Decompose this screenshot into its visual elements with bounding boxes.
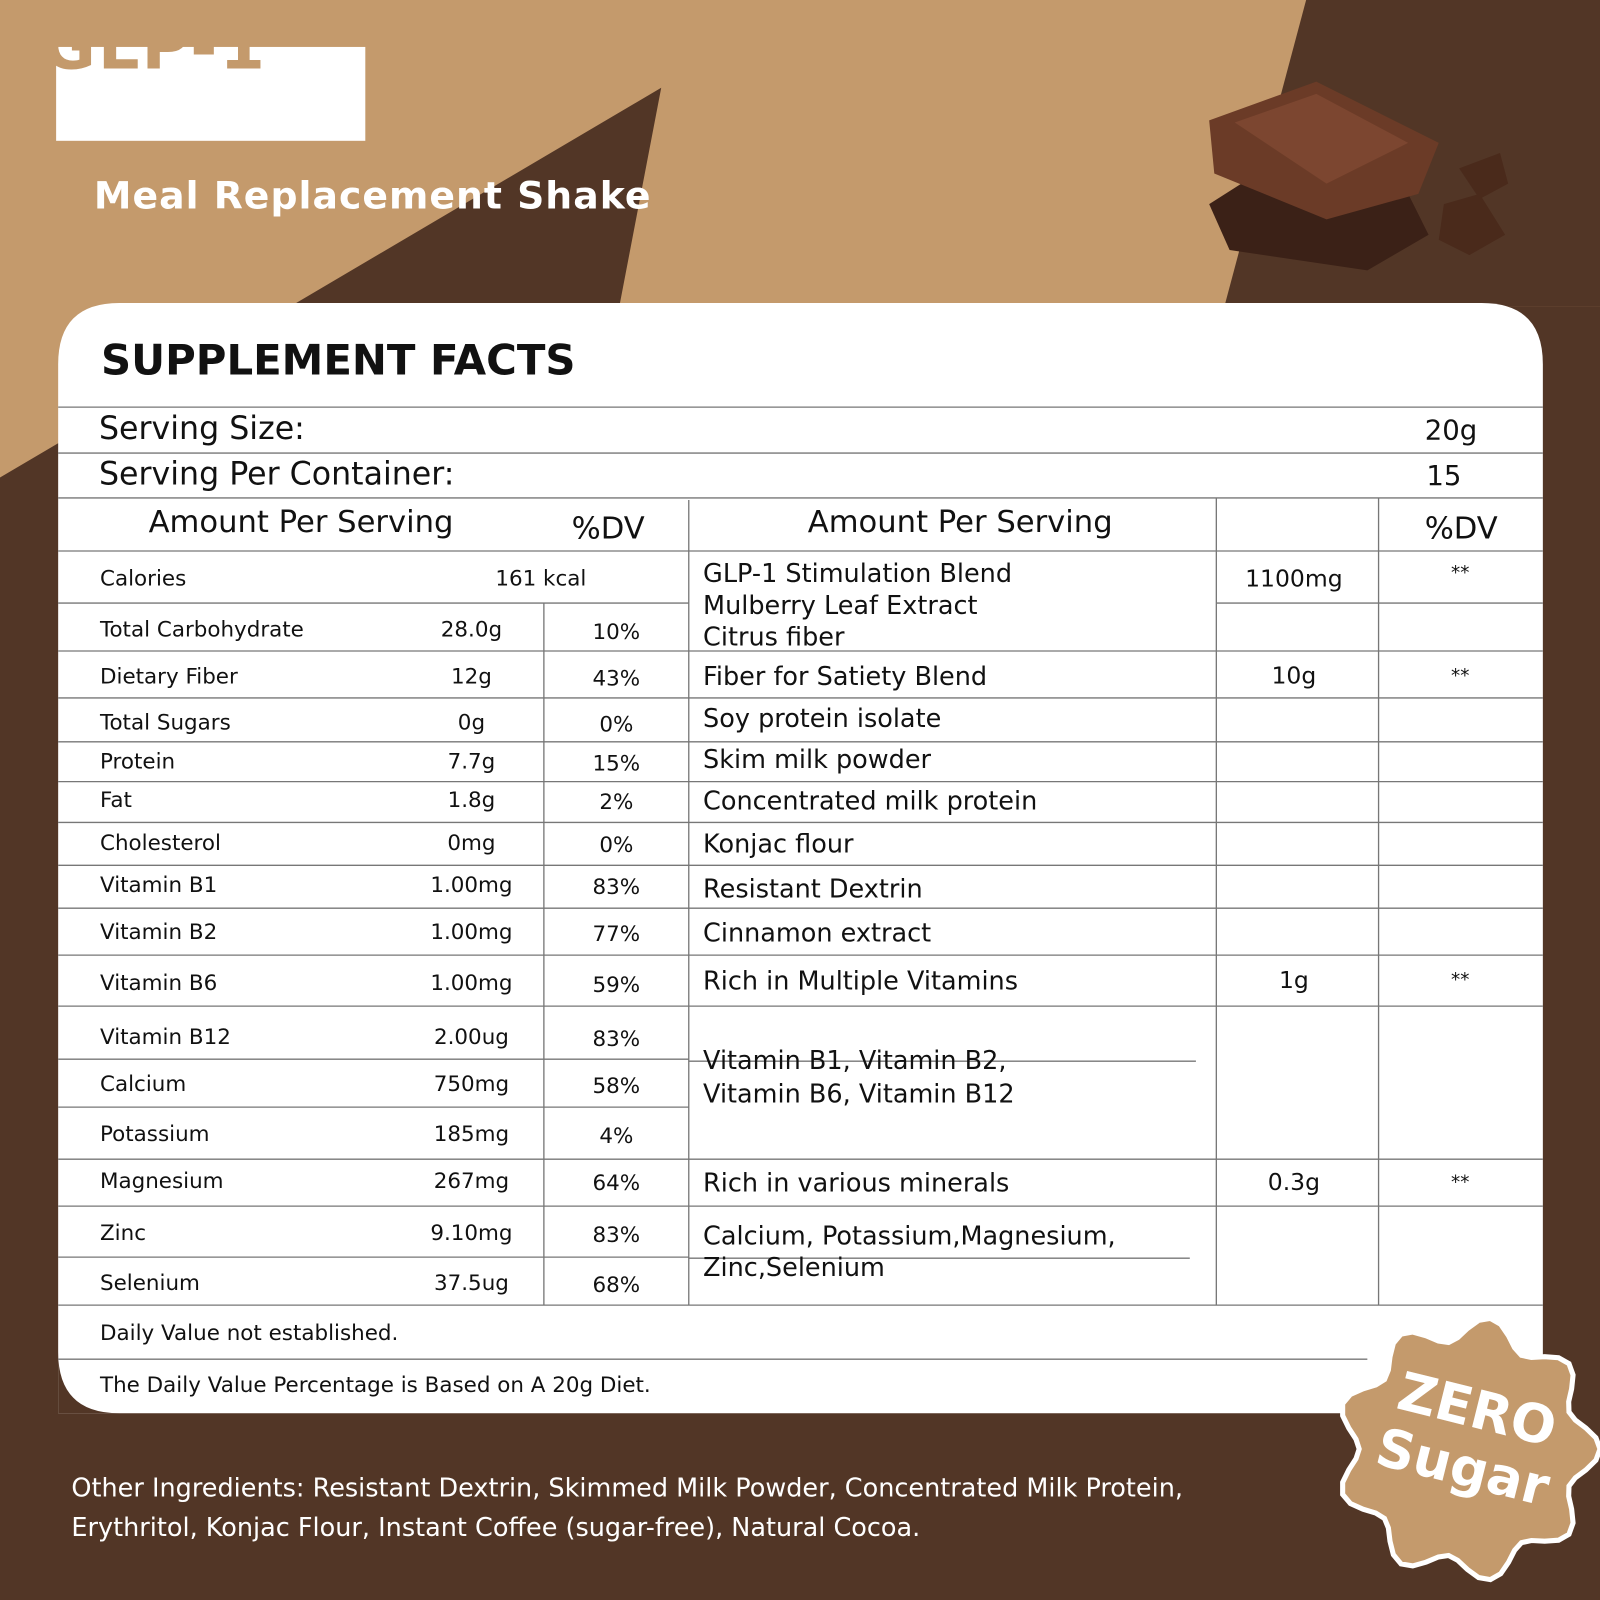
ingredient-dv: ** — [1451, 665, 1470, 688]
nutrient-dv: 83% — [592, 1222, 641, 1247]
column-header: %DV — [1424, 510, 1498, 547]
nutrient-dv: 10% — [592, 619, 641, 644]
nutrient-amount: 185mg — [433, 1121, 510, 1146]
nutrient-dv: 68% — [592, 1272, 641, 1297]
ingredient: GLP-1 Stimulation Blend — [703, 558, 1013, 589]
serving-label: Serving Per Container: — [98, 456, 455, 493]
nutrient-dv: 59% — [592, 972, 641, 997]
ingredient-amount: 0.3g — [1267, 1169, 1320, 1196]
ingredient: Cinnamon extract — [703, 917, 932, 948]
title-box — [56, 46, 366, 141]
chocolate-piece — [1438, 193, 1506, 256]
nutrient-dv: 4% — [599, 1123, 634, 1148]
nutrient-name: Cholesterol — [99, 830, 221, 856]
card-corner — [58, 1352, 120, 1414]
nutrient-amount: 7.7g — [447, 748, 496, 774]
nutrient-dv: 77% — [592, 921, 641, 946]
nutrient-name: Protein — [99, 748, 176, 774]
subtitle: Meal Replacement Shake — [93, 173, 652, 218]
nutrient-name: Calcium — [99, 1071, 187, 1096]
ingredient: Mulberry Leaf Extract — [703, 590, 978, 620]
nutrient-name: Total Sugars — [99, 710, 231, 735]
nutrient-name: Zinc — [99, 1220, 146, 1245]
chocolate — [1209, 81, 1509, 271]
other-ingredients: Other Ingredients: Resistant Dextrin, Sk… — [71, 1472, 1183, 1503]
ingredient: Vitamin B6, Vitamin B12 — [703, 1079, 1015, 1109]
nutrient-dv: 83% — [592, 874, 641, 899]
nutrient-amount: 750mg — [433, 1071, 510, 1096]
nutrient-amount: 161 kcal — [495, 566, 587, 591]
column-header: Amount Per Serving — [148, 504, 454, 541]
nutrient-amount: 1.00mg — [430, 872, 513, 897]
ingredient: Skim milk powder — [703, 744, 932, 774]
chocolate-piece — [1459, 153, 1509, 199]
nutrient-dv: 0% — [599, 712, 634, 737]
serving-label: Serving Size: — [98, 410, 305, 447]
ingredient: Calcium, Potassium,Magnesium, — [703, 1220, 1116, 1251]
ingredient: Rich in various minerals — [703, 1167, 1010, 1198]
ingredient: Citrus fiber — [703, 621, 845, 652]
nutrient-dv: 43% — [592, 666, 641, 691]
nutrient-name: Calories — [99, 566, 187, 591]
nutrient-dv: 0% — [599, 832, 634, 858]
nutrient-name: Vitamin B1 — [99, 872, 218, 897]
ingredient-amount: 1100mg — [1245, 566, 1343, 593]
nutrient-dv: 15% — [592, 751, 641, 776]
nutrient-amount: 1.00mg — [430, 970, 513, 995]
ingredient: Resistant Dextrin — [703, 873, 923, 904]
nutrient-name: Potassium — [99, 1121, 210, 1146]
nutrient-dv: 58% — [592, 1073, 641, 1098]
nutrient-amount: 28.0g — [440, 617, 503, 642]
ingredient-dv: ** — [1451, 969, 1470, 992]
ingredient: Vitamin B1, Vitamin B2, — [703, 1045, 1007, 1075]
nutrient-dv: 2% — [599, 789, 634, 815]
nutrient-amount: 2.00ug — [433, 1024, 509, 1049]
nutrient-name: Dietary Fiber — [99, 664, 238, 689]
table-grid — [58, 406, 1543, 1360]
nutrient-amount: 0g — [457, 710, 486, 735]
title: GLP-1 — [42, 9, 267, 85]
serving-value: 20g — [1424, 414, 1478, 447]
ingredient: Zinc,Selenium — [703, 1252, 885, 1283]
ingredient: Rich in Multiple Vitamins — [703, 965, 1019, 996]
facts-card — [58, 303, 1543, 1414]
nutrient-name: Fat — [99, 787, 132, 813]
nutrient-name: Vitamin B6 — [99, 970, 218, 995]
ingredient-dv: ** — [1451, 562, 1470, 585]
nutrient-dv: 64% — [592, 1170, 641, 1195]
nutrient-amount: 1.00mg — [430, 919, 513, 944]
ingredient: Soy protein isolate — [703, 703, 942, 734]
facts-title: SUPPLEMENT FACTS — [101, 335, 576, 385]
note: The Daily Value Percentage is Based on A… — [99, 1372, 651, 1397]
badge-shape — [1340, 1315, 1600, 1583]
nutrient-name: Magnesium — [99, 1168, 224, 1193]
nutrient-amount: 12g — [450, 664, 492, 689]
nutrient-amount: 37.5ug — [433, 1270, 509, 1295]
nutrient-dv: 83% — [592, 1026, 641, 1052]
other-ingredients: Erythritol, Konjac Flour, Instant Coffee… — [71, 1512, 921, 1543]
nutrient-name: Vitamin B2 — [99, 919, 218, 944]
ingredient: Konjac flour — [703, 829, 854, 859]
nutrient-name: Total Carbohydrate — [99, 617, 304, 642]
nutrient-amount: 1.8g — [447, 787, 496, 813]
ingredient: Fiber for Satiety Blend — [703, 661, 988, 692]
ingredient-amount: 1g — [1278, 967, 1309, 994]
nutrient-amount: 267mg — [433, 1168, 510, 1193]
chocolate-piece — [1234, 93, 1409, 184]
ingredient-amount: 10g — [1271, 663, 1317, 690]
nutrient-amount: 9.10mg — [430, 1220, 513, 1245]
serving-value: 15 — [1426, 460, 1462, 493]
ingredient-dv: ** — [1451, 1171, 1470, 1194]
nutrient-name: Vitamin B12 — [99, 1024, 231, 1049]
ingredient: Concentrated milk protein — [703, 786, 1038, 816]
nutrient-name: Selenium — [99, 1270, 200, 1295]
nutrient-amount: 0mg — [447, 830, 496, 856]
column-header: Amount Per Serving — [807, 504, 1113, 541]
note: Daily Value not established. — [99, 1320, 399, 1345]
column-header: %DV — [571, 510, 645, 547]
